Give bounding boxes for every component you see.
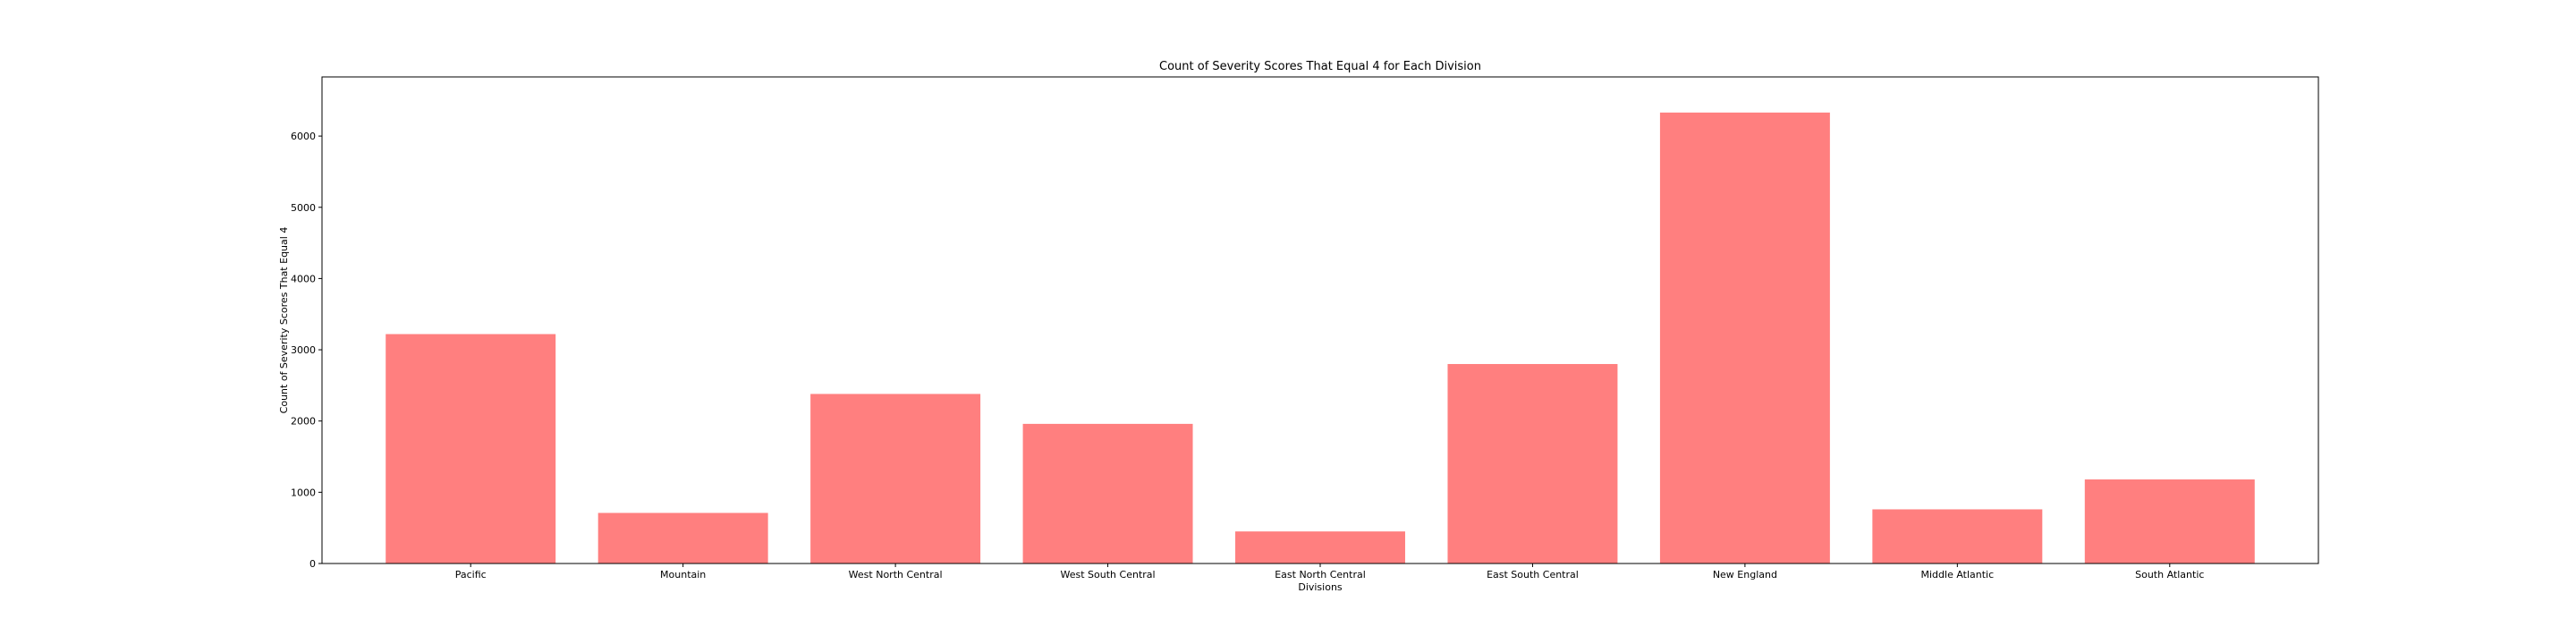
- bar-east-south-central: [1447, 363, 1618, 564]
- x-tick-label: South Atlantic: [2135, 569, 2204, 580]
- y-tick-label: 6000: [291, 131, 316, 142]
- bar-pacific: [386, 334, 556, 564]
- plot-frame: [321, 76, 2319, 564]
- x-tick-label: Pacific: [455, 569, 487, 580]
- bar-south-atlantic: [2084, 479, 2255, 564]
- x-tick-label: West South Central: [1061, 569, 1156, 580]
- bar-west-north-central: [810, 394, 981, 564]
- x-tick-label: Mountain: [660, 569, 706, 580]
- chart-title: Count of Severity Scores That Equal 4 fo…: [1159, 60, 1481, 73]
- x-tick-label: East South Central: [1487, 569, 1579, 580]
- x-tick-label: New England: [1713, 569, 1777, 580]
- bar-new-england: [1659, 112, 1830, 564]
- x-axis-label: Divisions: [1298, 581, 1343, 593]
- y-tick-label: 4000: [291, 273, 316, 284]
- x-tick-label: East North Central: [1275, 569, 1366, 580]
- y-axis-label: Count of Severity Scores That Equal 4: [278, 227, 290, 414]
- bar-mountain: [597, 513, 768, 564]
- y-tick-label: 3000: [291, 344, 316, 356]
- bar-west-south-central: [1022, 423, 1193, 564]
- y-tick-label: 1000: [291, 487, 316, 498]
- y-tick-label: 2000: [291, 416, 316, 428]
- bars-group: [386, 112, 2255, 564]
- x-tick-label: West North Central: [849, 569, 943, 580]
- x-axis-ticks: Pacific Mountain West North Central West So…: [455, 564, 2204, 580]
- bar-east-north-central: [1235, 531, 1405, 564]
- y-tick-label: 5000: [291, 202, 316, 214]
- x-tick-label: Middle Atlantic: [1921, 569, 1995, 580]
- y-tick-label: 0: [309, 558, 316, 570]
- y-axis-ticks: 0 1000 2000 3000 4000 5000 6000: [291, 131, 322, 570]
- bar-middle-atlantic: [1872, 509, 2043, 564]
